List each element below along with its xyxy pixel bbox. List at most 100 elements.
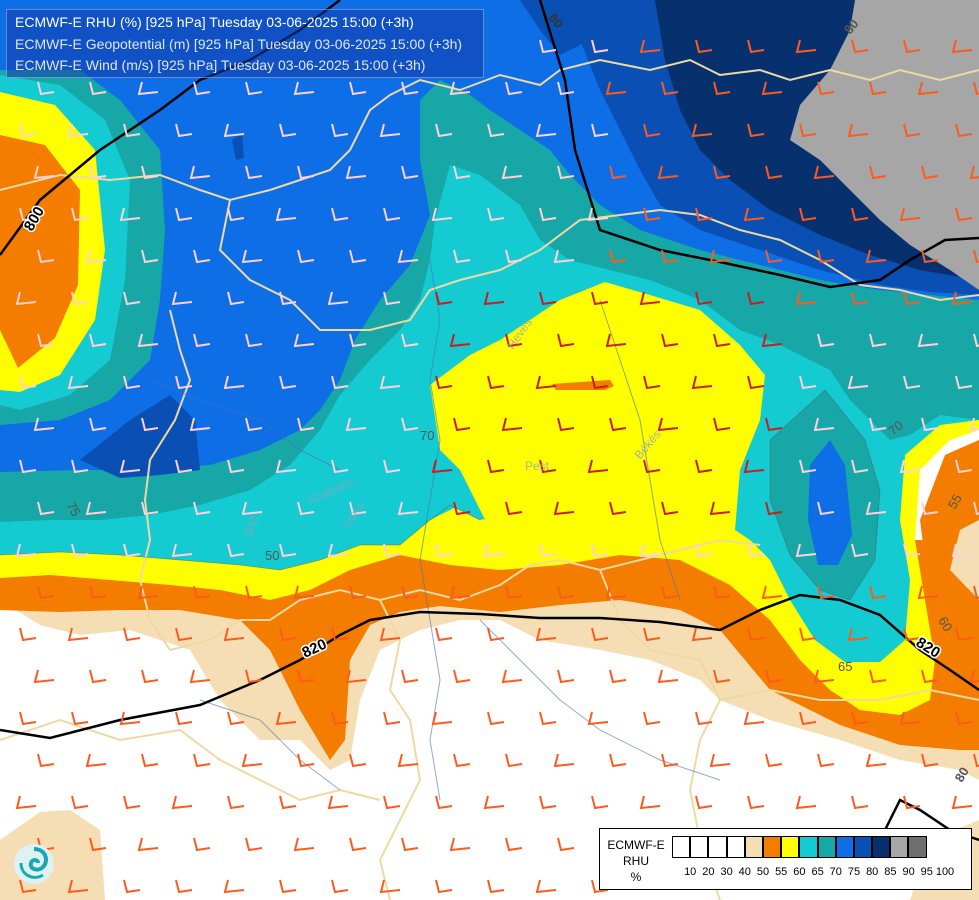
wind-barb [487, 459, 505, 474]
wind-barb [67, 375, 89, 390]
wind-barb [397, 501, 419, 516]
wind-barb [851, 711, 869, 726]
wind-barb [401, 333, 419, 348]
rhu-label-65: 65 [838, 659, 852, 674]
wind-barb [643, 207, 661, 222]
wind-barb [227, 291, 245, 306]
wind-barb [505, 501, 523, 516]
wind-barb [137, 837, 159, 852]
wind-barb [921, 501, 939, 516]
wind-barb [795, 39, 817, 54]
wind-barb [331, 207, 349, 222]
wind-barb [345, 165, 367, 180]
wind-barb [869, 417, 887, 432]
wind-barb [695, 795, 713, 810]
wind-barb [275, 459, 297, 474]
wind-barb [193, 249, 211, 264]
wind-barbs [15, 39, 979, 894]
wind-barb [903, 627, 921, 642]
wind-barb [241, 249, 263, 264]
rhu-label-70-b: 70 [420, 428, 434, 443]
wind-barb [557, 837, 575, 852]
wind-barb [37, 501, 55, 516]
wind-barb [89, 585, 107, 600]
legend-swatch [690, 836, 709, 858]
wind-barb [379, 879, 401, 894]
wind-barb [279, 795, 297, 810]
wind-barb [539, 459, 557, 474]
legend-tick-label: 90 [902, 866, 915, 878]
wind-barb [123, 879, 141, 894]
wind-barb [605, 333, 627, 348]
rivers [149, 259, 721, 801]
legend-tick-label: 100 [935, 866, 955, 878]
wind-barb [349, 81, 367, 96]
wind-barb [713, 333, 731, 348]
wind-barb [245, 81, 263, 96]
wind-barb [765, 165, 783, 180]
wind-barb [245, 333, 263, 348]
wind-barb [713, 669, 731, 684]
wind-barb [955, 711, 973, 726]
wind-barb [903, 543, 921, 558]
wind-barb [553, 249, 575, 264]
wind-barb [869, 165, 887, 180]
wind-barb [227, 459, 245, 474]
wind-barb [383, 543, 401, 558]
wind-barb [955, 375, 973, 390]
wind-barb [761, 81, 783, 96]
wind-barb [245, 165, 263, 180]
wind-barb [19, 207, 37, 222]
legend-swatch [835, 836, 854, 858]
wind-barb [435, 627, 453, 642]
wind-barb [951, 291, 973, 306]
wind-barb [557, 417, 575, 432]
wind-barb [275, 711, 297, 726]
wind-barb [695, 39, 713, 54]
wind-barb [691, 375, 713, 390]
wind-barb [331, 459, 349, 474]
wind-barb [293, 837, 315, 852]
legend-tick-label: 10 [684, 866, 697, 878]
wind-barb [193, 837, 211, 852]
wind-barb [483, 291, 505, 306]
wind-barb [223, 375, 245, 390]
wind-barb [431, 207, 453, 222]
wind-barb [227, 711, 245, 726]
wind-barb [19, 879, 37, 894]
legend-title: ECMWF-E RHU % [600, 837, 672, 885]
wind-barb [401, 669, 419, 684]
wind-barb [293, 81, 315, 96]
swirl-logo-icon [14, 844, 54, 884]
wind-barb [951, 795, 973, 810]
wind-barb [137, 333, 159, 348]
wind-barb [851, 39, 869, 54]
legend-source: ECMWF-E [607, 838, 665, 852]
wind-barb [609, 165, 627, 180]
wind-barb [449, 837, 471, 852]
wind-barb [401, 837, 419, 852]
wind-barb [539, 711, 557, 726]
wind-barb [553, 753, 575, 768]
wind-barb [501, 165, 523, 180]
wind-barb [817, 249, 835, 264]
legend-tick-label: 65 [811, 866, 824, 878]
contour-800-ne [538, 0, 979, 289]
wind-barb [175, 879, 193, 894]
wind-barb [241, 501, 263, 516]
wind-barb [279, 543, 297, 558]
wind-barb [747, 375, 765, 390]
country-borders [0, 58, 979, 900]
wind-barb [743, 459, 765, 474]
wind-barb [799, 123, 817, 138]
wind-barb [89, 837, 107, 852]
wind-barb [175, 627, 193, 642]
wind-barb [345, 669, 367, 684]
wind-barb [921, 417, 939, 432]
wind-barb [691, 123, 713, 138]
wind-barb [293, 585, 315, 600]
wind-barb [661, 753, 679, 768]
contour-820 [0, 593, 979, 740]
wind-barb [383, 459, 401, 474]
wind-barb [245, 837, 263, 852]
